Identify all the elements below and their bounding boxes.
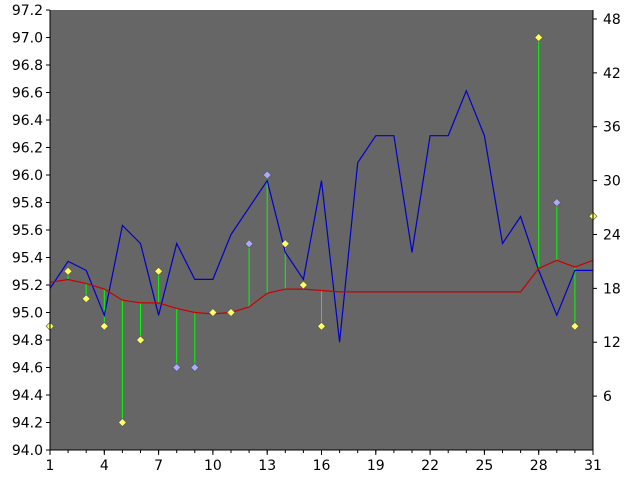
y-left-tick-label: 94.6 — [12, 361, 43, 377]
series-line-blue — [49, 89, 593, 343]
x-tick-label: 31 — [584, 458, 602, 474]
y-right-tick-label: 6 — [603, 389, 612, 405]
x-tick-label: 19 — [367, 458, 385, 474]
data-point-marker — [63, 266, 73, 276]
y-right-tick-label: 42 — [603, 66, 621, 82]
y-left-tick-label: 96.8 — [12, 58, 43, 74]
data-point-marker — [208, 308, 218, 317]
x-tick-label: 4 — [100, 458, 109, 474]
y-left-tick-label: 95.0 — [12, 306, 43, 322]
y-right-tick-label: 48 — [603, 12, 621, 28]
y-left-tick-label: 97.2 — [12, 3, 43, 19]
data-point-marker — [570, 321, 580, 331]
y-left-tick-label: 95.2 — [12, 278, 43, 294]
y-right-tick-label: 30 — [603, 174, 621, 190]
plot-area — [50, 10, 593, 450]
data-point-marker — [244, 239, 254, 249]
data-point-marker — [136, 335, 145, 345]
data-point-marker — [154, 266, 164, 276]
y-left-tick-label: 96.2 — [12, 141, 43, 157]
x-tick-label: 10 — [204, 458, 222, 474]
x-tick-label: 22 — [421, 458, 439, 474]
x-tick-label: 1 — [46, 458, 55, 474]
x-tick-label: 7 — [154, 458, 163, 474]
y-left-tick-label: 96.4 — [12, 113, 43, 129]
data-point-marker — [534, 33, 544, 42]
axes-layer: 94.0 94.2 94.4 94.6 94.8 95.0 95.2 95.4 95.6 95.8… — [12, 3, 621, 474]
y-left-tick-label: 95.6 — [12, 223, 43, 239]
series-layer — [45, 33, 598, 427]
data-point-marker — [99, 321, 109, 331]
y-right-tick-label: 36 — [603, 120, 621, 136]
data-point-marker — [117, 418, 127, 427]
data-point-marker — [226, 308, 236, 317]
data-point-marker — [190, 363, 200, 372]
x-tick-label: 16 — [313, 458, 331, 474]
data-point-marker — [262, 170, 272, 180]
y-left-tick-label: 94.8 — [12, 333, 43, 349]
y-left-tick-label: 95.8 — [12, 196, 43, 212]
data-point-marker — [81, 294, 91, 304]
y-left-tick-label: 94.4 — [12, 388, 43, 404]
y-right-tick-label: 12 — [603, 335, 621, 351]
series-line-red — [49, 259, 594, 315]
data-point-marker — [280, 239, 290, 249]
x-tick-label: 25 — [475, 458, 493, 474]
y-left-tick-label: 97.0 — [12, 31, 43, 47]
y-left-tick-label: 96.6 — [12, 86, 43, 102]
y-left-tick-label: 95.4 — [12, 251, 43, 267]
data-point-marker — [552, 198, 562, 207]
x-tick-label: 28 — [530, 458, 548, 474]
y-left-tick-label: 94.0 — [12, 443, 43, 459]
y-right-tick-label: 24 — [603, 227, 621, 243]
data-point-marker — [298, 280, 308, 290]
y-left-tick-label: 94.2 — [12, 416, 43, 432]
y-left-tick-label: 96.0 — [12, 168, 43, 184]
data-point-marker — [317, 321, 326, 331]
data-point-marker — [172, 363, 182, 372]
y-right-tick-label: 18 — [603, 281, 621, 297]
x-tick-label: 13 — [258, 458, 276, 474]
